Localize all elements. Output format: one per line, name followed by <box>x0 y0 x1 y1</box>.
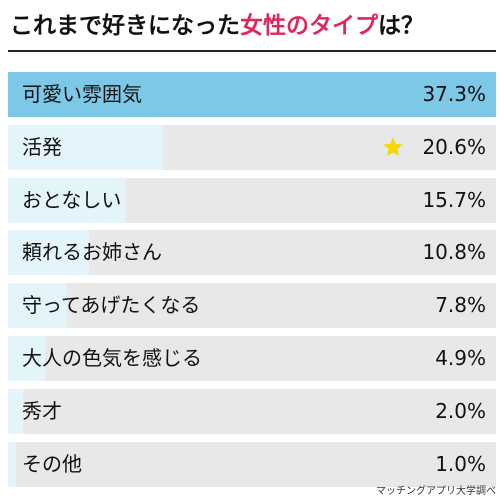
bar-row: 活発 20.6% <box>8 124 496 170</box>
category-label: 秀才 <box>22 398 62 423</box>
title-accent: 女性のタイプ <box>240 13 378 39</box>
category-label: その他 <box>22 451 82 476</box>
bar <box>8 124 163 170</box>
value-label: 7.8% <box>435 293 486 318</box>
bar <box>8 388 23 434</box>
value-label: 37.3% <box>422 82 486 106</box>
bar <box>8 230 89 276</box>
chart-title: これまで好きになった女性のタイプは？ <box>10 4 494 48</box>
bar-row: 秀才 2.0% <box>8 388 496 434</box>
bar-row: おとなしい 15.7% <box>8 177 496 223</box>
value-label: 10.8% <box>422 240 486 265</box>
bar-row: 可愛い雰囲気 37.3% <box>8 72 496 117</box>
bar-row: その他 1.0% <box>8 441 496 487</box>
value-label: 20.6% <box>422 134 486 159</box>
bar <box>8 336 45 381</box>
source-note: マッチングアプリ大学調べ <box>376 486 496 497</box>
title-suffix: は？ <box>378 13 424 39</box>
star-shape <box>383 137 403 156</box>
category-label: 可愛い雰囲気 <box>22 82 142 106</box>
value-label: 4.9% <box>435 346 486 370</box>
category-label: 守ってあげたくなる <box>22 293 201 318</box>
bar-row: 大人の色気を感じる 4.9% <box>8 336 496 381</box>
bar-chart: 可愛い雰囲気 37.3% 活発 20.6% おとなしい 15.7% 頼れるお姉さん 10.8%… <box>8 72 496 487</box>
bar <box>8 72 496 117</box>
category-label: 頼れるお姉さん <box>22 240 162 265</box>
title-divider <box>8 50 496 52</box>
category-label: 大人の色気を感じる <box>22 346 202 370</box>
star-icon <box>383 137 403 156</box>
value-label: 2.0% <box>435 398 486 423</box>
bar <box>8 177 126 223</box>
title-prefix: これまで好きになった <box>10 13 240 39</box>
value-label: 15.7% <box>422 187 486 212</box>
bar <box>8 441 16 487</box>
bar-row: 頼れるお姉さん 10.8% <box>8 230 496 276</box>
bar-row: 守ってあげたくなる 7.8% <box>8 283 496 329</box>
category-label: おとなしい <box>22 187 122 212</box>
value-label: 1.0% <box>435 451 486 476</box>
category-label: 活発 <box>22 134 62 159</box>
bar <box>8 283 67 329</box>
